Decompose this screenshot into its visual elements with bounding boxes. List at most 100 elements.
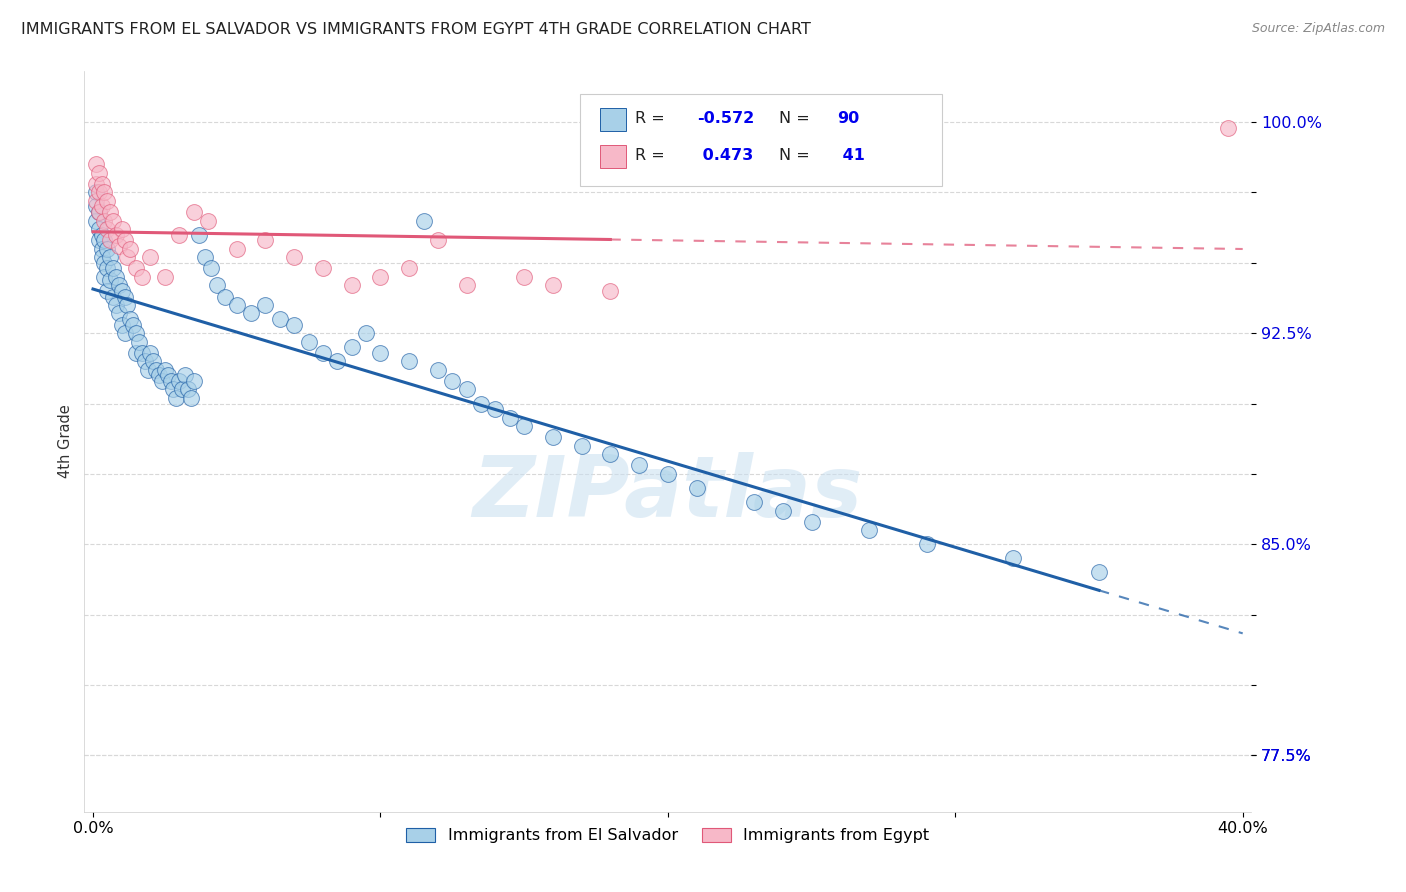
Point: [114, 233, 136, 247]
FancyBboxPatch shape: [600, 108, 626, 130]
Text: IMMIGRANTS FROM EL SALVADOR VS IMMIGRANTS FROM EGYPT 4TH GRADE CORRELATION CHART: IMMIGRANTS FROM EL SALVADOR VS IMMIGRANT…: [21, 22, 811, 37]
Point: [1088, 566, 1111, 580]
Point: [800, 515, 823, 529]
Point: [283, 250, 305, 264]
Point: [484, 402, 506, 417]
Point: [87, 186, 110, 200]
Point: [96, 194, 118, 208]
Point: [111, 284, 134, 298]
Point: [125, 326, 148, 340]
Point: [84, 177, 107, 191]
Point: [772, 503, 794, 517]
Text: 41: 41: [837, 147, 865, 162]
Point: [412, 213, 434, 227]
Point: [180, 391, 202, 405]
Point: [269, 312, 291, 326]
Point: [513, 419, 536, 434]
Point: [125, 261, 148, 276]
Point: [470, 396, 492, 410]
Point: [93, 186, 115, 200]
Point: [104, 269, 127, 284]
Point: [96, 261, 118, 276]
Point: [93, 233, 115, 247]
Point: [441, 374, 464, 388]
Point: [108, 278, 131, 293]
Point: [456, 278, 478, 293]
Point: [398, 261, 420, 276]
Point: [98, 273, 121, 287]
Point: [312, 261, 335, 276]
Point: [340, 278, 363, 293]
Point: [84, 157, 107, 171]
Point: [177, 383, 200, 397]
Point: [114, 289, 136, 303]
Point: [165, 391, 187, 405]
Point: [114, 326, 136, 340]
Point: [685, 481, 707, 495]
Point: [148, 368, 170, 383]
Point: [283, 318, 305, 332]
Point: [174, 368, 197, 383]
Point: [101, 289, 124, 303]
Point: [153, 269, 176, 284]
Text: 0.473: 0.473: [697, 147, 754, 162]
Point: [254, 298, 277, 312]
Point: [499, 410, 522, 425]
Point: [93, 213, 115, 227]
Point: [87, 205, 110, 219]
Point: [426, 363, 449, 377]
Text: -0.572: -0.572: [697, 111, 754, 126]
Point: [131, 346, 153, 360]
Point: [145, 363, 167, 377]
Point: [214, 289, 236, 303]
FancyBboxPatch shape: [600, 145, 626, 168]
Point: [93, 256, 115, 270]
Point: [312, 346, 335, 360]
Point: [120, 312, 142, 326]
Point: [139, 346, 162, 360]
Point: [128, 334, 150, 349]
Point: [90, 199, 112, 213]
Point: [340, 340, 363, 354]
Text: R =: R =: [636, 111, 671, 126]
Point: [426, 233, 449, 247]
Point: [134, 354, 156, 368]
Point: [84, 186, 107, 200]
Point: [111, 318, 134, 332]
Point: [90, 250, 112, 264]
Point: [87, 205, 110, 219]
Point: [326, 354, 349, 368]
Text: N =: N =: [779, 147, 814, 162]
Point: [599, 284, 621, 298]
Point: [200, 261, 222, 276]
Legend: Immigrants from El Salvador, Immigrants from Egypt: Immigrants from El Salvador, Immigrants …: [399, 822, 936, 850]
Point: [541, 278, 564, 293]
Point: [117, 250, 139, 264]
Point: [197, 213, 219, 227]
Point: [183, 374, 205, 388]
Point: [98, 205, 121, 219]
Point: [915, 537, 938, 551]
Point: [599, 447, 621, 461]
Point: [87, 166, 110, 180]
Point: [98, 250, 121, 264]
Point: [858, 523, 880, 537]
Point: [742, 495, 765, 509]
Point: [1001, 551, 1024, 566]
Point: [398, 354, 420, 368]
Point: [370, 346, 392, 360]
Text: N =: N =: [779, 111, 814, 126]
Point: [122, 318, 145, 332]
Point: [150, 374, 173, 388]
Point: [156, 368, 179, 383]
Point: [90, 242, 112, 256]
Text: ZIPatlas: ZIPatlas: [472, 452, 863, 535]
Point: [167, 374, 190, 388]
Point: [139, 250, 162, 264]
Point: [571, 439, 593, 453]
Text: 90: 90: [837, 111, 859, 126]
Point: [84, 199, 107, 213]
Point: [96, 222, 118, 236]
Y-axis label: 4th Grade: 4th Grade: [58, 405, 73, 478]
Point: [87, 233, 110, 247]
